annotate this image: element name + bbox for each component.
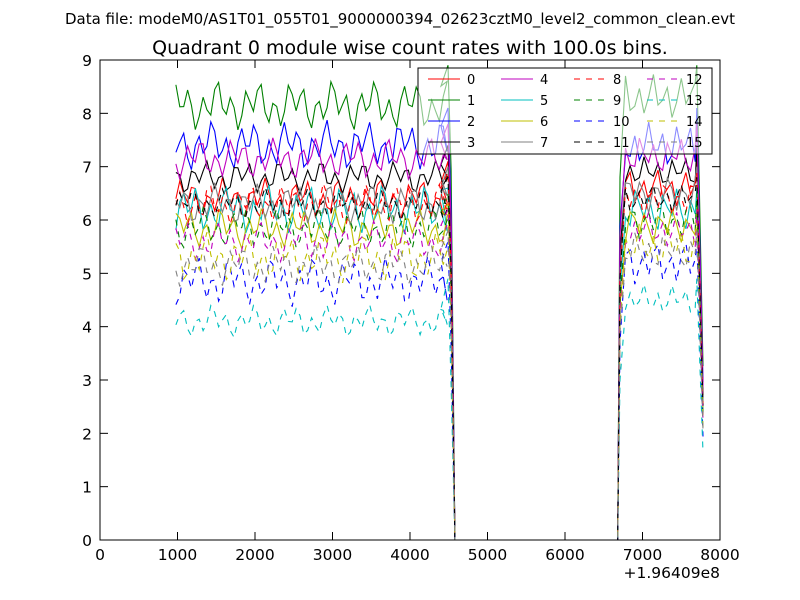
y-tick-label: 6 — [82, 212, 92, 230]
legend-label-9: 9 — [613, 94, 621, 109]
legend-label-2: 2 — [467, 115, 475, 130]
series-line-13 — [175, 278, 704, 541]
suptitle: Data file: modeM0/AS1T01_055T01_90000003… — [65, 10, 735, 29]
x-offset-label: +1.96409e8 — [624, 564, 720, 582]
y-tick-label: 2 — [82, 425, 92, 443]
x-tick-label: 6000 — [545, 546, 584, 564]
series-line-6 — [175, 202, 704, 541]
legend-label-10: 10 — [613, 115, 630, 130]
legend-label-0: 0 — [467, 73, 475, 88]
x-tick-label: 1000 — [158, 546, 197, 564]
legend-label-12: 12 — [686, 73, 703, 88]
y-tick-label: 4 — [82, 319, 92, 337]
legend-label-15: 15 — [686, 136, 703, 151]
legend-label-5: 5 — [540, 94, 548, 109]
legend-label-14: 14 — [686, 115, 703, 130]
series-line-7 — [175, 166, 704, 541]
y-tick-label: 5 — [82, 265, 92, 283]
series-line-9 — [175, 193, 704, 541]
x-tick-label: 5000 — [468, 546, 507, 564]
series-line-10 — [175, 241, 704, 541]
legend-label-1: 1 — [467, 94, 475, 109]
legend-label-11: 11 — [613, 136, 630, 151]
series-line-5 — [175, 183, 704, 541]
x-tick-label: 3000 — [313, 546, 352, 564]
legend-box — [417, 67, 713, 155]
legend-label-13: 13 — [686, 94, 703, 109]
plot-area: 0 1000 2000 3000 4000 5000 6000 7000 80000123456… — [82, 52, 740, 564]
legend-label-3: 3 — [467, 136, 475, 151]
x-tick-label: 7000 — [623, 546, 662, 564]
y-tick-label: 7 — [82, 159, 92, 177]
series-line-8 — [175, 171, 704, 541]
series-line-4 — [175, 123, 704, 541]
y-tick-label: 1 — [82, 479, 92, 497]
y-tick-label: 0 — [82, 532, 92, 550]
chart-title: Quadrant 0 module wise count rates with … — [152, 37, 668, 59]
series-line-12 — [175, 209, 704, 541]
y-tick-label: 9 — [82, 52, 92, 70]
legend-label-8: 8 — [613, 73, 621, 88]
x-tick-label: 4000 — [390, 546, 429, 564]
y-tick-label: 8 — [82, 105, 92, 123]
series-line-3 — [175, 145, 704, 541]
y-tick-label: 3 — [82, 372, 92, 390]
x-tick-label: 0 — [95, 546, 105, 564]
legend-label-6: 6 — [540, 115, 548, 130]
x-tick-label: 2000 — [235, 546, 274, 564]
series-line-15 — [175, 230, 704, 541]
x-tick-label: 8000 — [700, 546, 739, 564]
legend-label-4: 4 — [540, 73, 548, 88]
legend-label-7: 7 — [540, 136, 548, 151]
